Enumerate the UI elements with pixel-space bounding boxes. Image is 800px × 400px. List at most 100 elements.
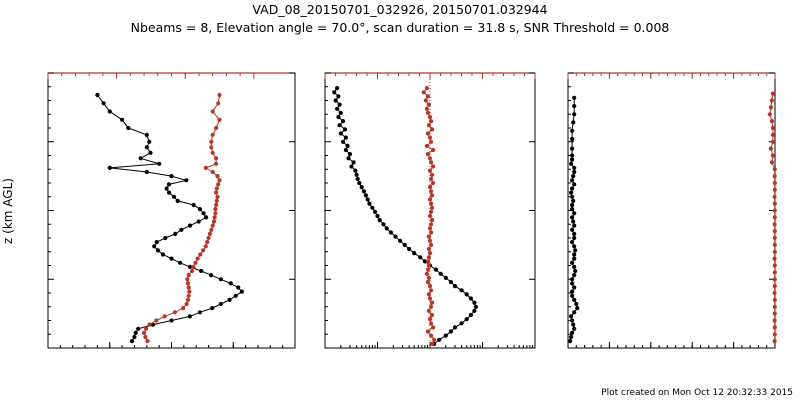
data-point bbox=[569, 161, 574, 166]
data-point bbox=[425, 110, 430, 115]
data-point bbox=[437, 337, 442, 342]
data-point bbox=[429, 189, 434, 194]
data-point bbox=[359, 185, 364, 190]
figure-title: VAD_08_20150701_032926, 20150701.032944 bbox=[252, 2, 547, 17]
data-point bbox=[572, 211, 577, 216]
data-point bbox=[199, 268, 204, 274]
data-point bbox=[569, 190, 574, 195]
data-point bbox=[154, 318, 159, 323]
data-point bbox=[120, 117, 125, 122]
data-point bbox=[431, 164, 436, 169]
data-point bbox=[772, 270, 777, 275]
data-point bbox=[361, 189, 366, 194]
data-point bbox=[126, 125, 131, 131]
data-point bbox=[209, 139, 214, 144]
data-point bbox=[147, 322, 152, 327]
data-point bbox=[343, 147, 348, 153]
data-point bbox=[388, 230, 393, 235]
data-point bbox=[212, 215, 217, 220]
data-point bbox=[426, 275, 431, 280]
data-point bbox=[427, 185, 433, 190]
data-point bbox=[769, 98, 775, 103]
data-point bbox=[148, 150, 153, 155]
data-point bbox=[164, 186, 169, 191]
data-point bbox=[772, 167, 777, 172]
plot-frame bbox=[47, 72, 296, 349]
data-point bbox=[572, 273, 577, 278]
data-point bbox=[572, 244, 577, 249]
data-point bbox=[129, 339, 135, 344]
data-point bbox=[452, 284, 458, 289]
data-point bbox=[569, 314, 574, 319]
data-point bbox=[570, 318, 575, 323]
data-point bbox=[424, 106, 429, 111]
data-point bbox=[227, 297, 232, 302]
data-point bbox=[438, 271, 443, 276]
data-point bbox=[370, 205, 375, 210]
data-point bbox=[160, 252, 165, 257]
data-point bbox=[425, 259, 430, 264]
data-point bbox=[459, 321, 464, 326]
data-point bbox=[144, 169, 149, 175]
data-point bbox=[429, 321, 434, 326]
data-point bbox=[468, 312, 473, 318]
data-point bbox=[769, 160, 775, 165]
data-point bbox=[175, 198, 180, 203]
data-point bbox=[426, 255, 431, 260]
data-point bbox=[191, 264, 196, 269]
data-point bbox=[337, 102, 342, 107]
data-point bbox=[355, 176, 360, 181]
data-point bbox=[213, 207, 218, 212]
data-point bbox=[572, 169, 577, 175]
data-point bbox=[426, 292, 431, 297]
data-point bbox=[144, 145, 149, 150]
data-point bbox=[772, 215, 777, 220]
data-point bbox=[204, 215, 209, 220]
data-point bbox=[136, 326, 141, 331]
data-point bbox=[203, 165, 208, 170]
data-point bbox=[772, 201, 777, 206]
data-point bbox=[772, 194, 777, 199]
data-point bbox=[357, 180, 362, 186]
data-point bbox=[152, 244, 157, 249]
data-point bbox=[217, 92, 222, 98]
data-point bbox=[429, 176, 434, 181]
data-point bbox=[166, 190, 172, 195]
data-point bbox=[375, 213, 380, 219]
data-point bbox=[210, 109, 215, 114]
data-point bbox=[218, 277, 223, 282]
data-point bbox=[770, 132, 776, 137]
data-point bbox=[430, 300, 435, 305]
data-point bbox=[772, 325, 777, 330]
data-point bbox=[772, 235, 777, 241]
data-point bbox=[424, 143, 429, 148]
data-point bbox=[338, 110, 343, 115]
data-point bbox=[142, 330, 147, 335]
data-point bbox=[207, 231, 212, 236]
data-point bbox=[572, 285, 577, 290]
data-point bbox=[427, 197, 433, 202]
data-point bbox=[432, 337, 437, 342]
data-point bbox=[772, 284, 777, 289]
y-axis-label: z (km AGL) bbox=[1, 178, 15, 244]
data-point bbox=[430, 172, 435, 177]
data-point bbox=[431, 147, 436, 153]
data-point bbox=[772, 256, 777, 261]
data-point bbox=[570, 281, 575, 286]
figure-subtitle: Nbeams = 8, Elevation angle = 70.0°, sca… bbox=[131, 20, 670, 35]
data-point bbox=[426, 234, 431, 239]
data-point bbox=[572, 231, 577, 236]
data-point bbox=[464, 317, 469, 322]
data-point bbox=[185, 277, 190, 282]
data-point bbox=[570, 194, 575, 199]
data-point bbox=[169, 318, 174, 323]
data-point bbox=[429, 209, 434, 214]
data-point bbox=[424, 86, 429, 91]
data-point bbox=[367, 201, 372, 206]
data-point bbox=[770, 153, 776, 158]
data-point bbox=[770, 125, 776, 131]
data-point bbox=[186, 273, 191, 278]
data-point bbox=[143, 334, 148, 340]
data-point bbox=[769, 119, 775, 124]
data-point bbox=[214, 190, 219, 195]
